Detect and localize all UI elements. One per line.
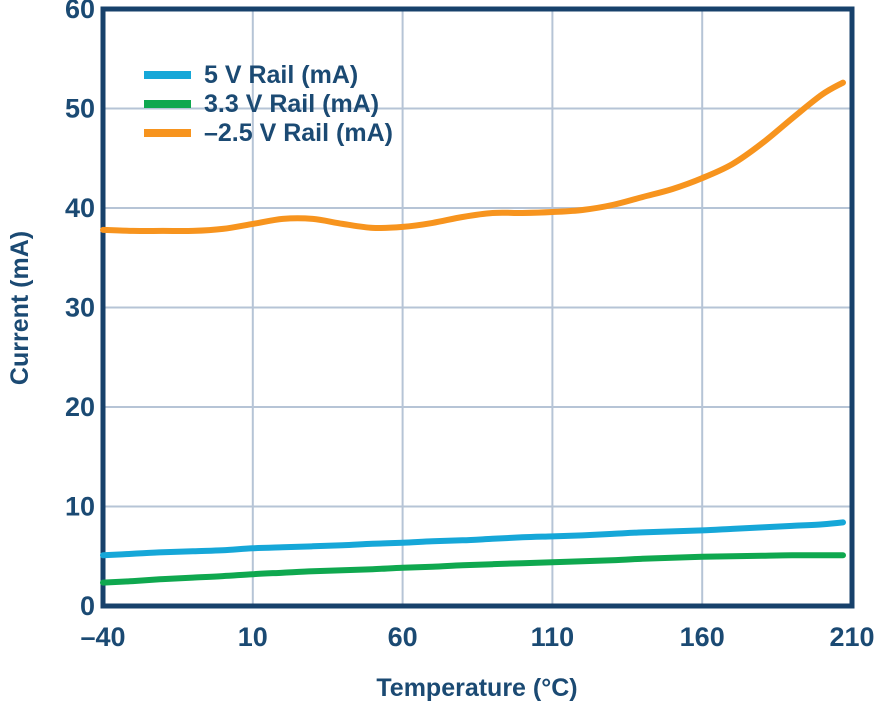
x-tick-label: 60 <box>388 622 418 652</box>
series-lines <box>100 79 846 586</box>
x-axis-title: Temperature (°C) <box>376 674 577 702</box>
gridlines <box>103 9 852 606</box>
y-tick-label: 20 <box>65 392 95 422</box>
y-tick-label: 50 <box>65 94 95 124</box>
y-tick-label: 40 <box>65 193 95 223</box>
x-tick-label: 10 <box>238 622 268 652</box>
y-tick-label: 10 <box>65 492 95 522</box>
x-tick-label: 210 <box>829 622 874 652</box>
x-tick-label: 160 <box>680 622 725 652</box>
series-line-3v3-rail <box>100 552 846 586</box>
plot-frame <box>100 6 855 609</box>
legend-label-3v3-rail: 3.3 V Rail (mA) <box>204 90 379 118</box>
legend-label-neg-2v5-rail: –2.5 V Rail (mA) <box>204 119 393 147</box>
y-tick-label: 0 <box>80 591 95 621</box>
x-tick-labels: –40 10 60 110 160 210 <box>80 622 874 652</box>
series-line-5v-rail <box>100 519 846 559</box>
y-tick-label: 30 <box>65 293 95 323</box>
legend-label-5v-rail: 5 V Rail (mA) <box>204 61 358 89</box>
x-tick-label: 110 <box>531 622 575 652</box>
legend: 5 V Rail (mA)3.3 V Rail (mA)–2.5 V Rail … <box>144 61 393 147</box>
y-tick-labels: 0 10 20 30 40 50 60 <box>65 0 95 621</box>
y-axis-title: Current (mA) <box>6 231 34 385</box>
x-tick-label: –40 <box>80 622 125 652</box>
y-tick-label: 60 <box>65 0 95 24</box>
series-line-neg-2v5-rail <box>100 79 846 235</box>
